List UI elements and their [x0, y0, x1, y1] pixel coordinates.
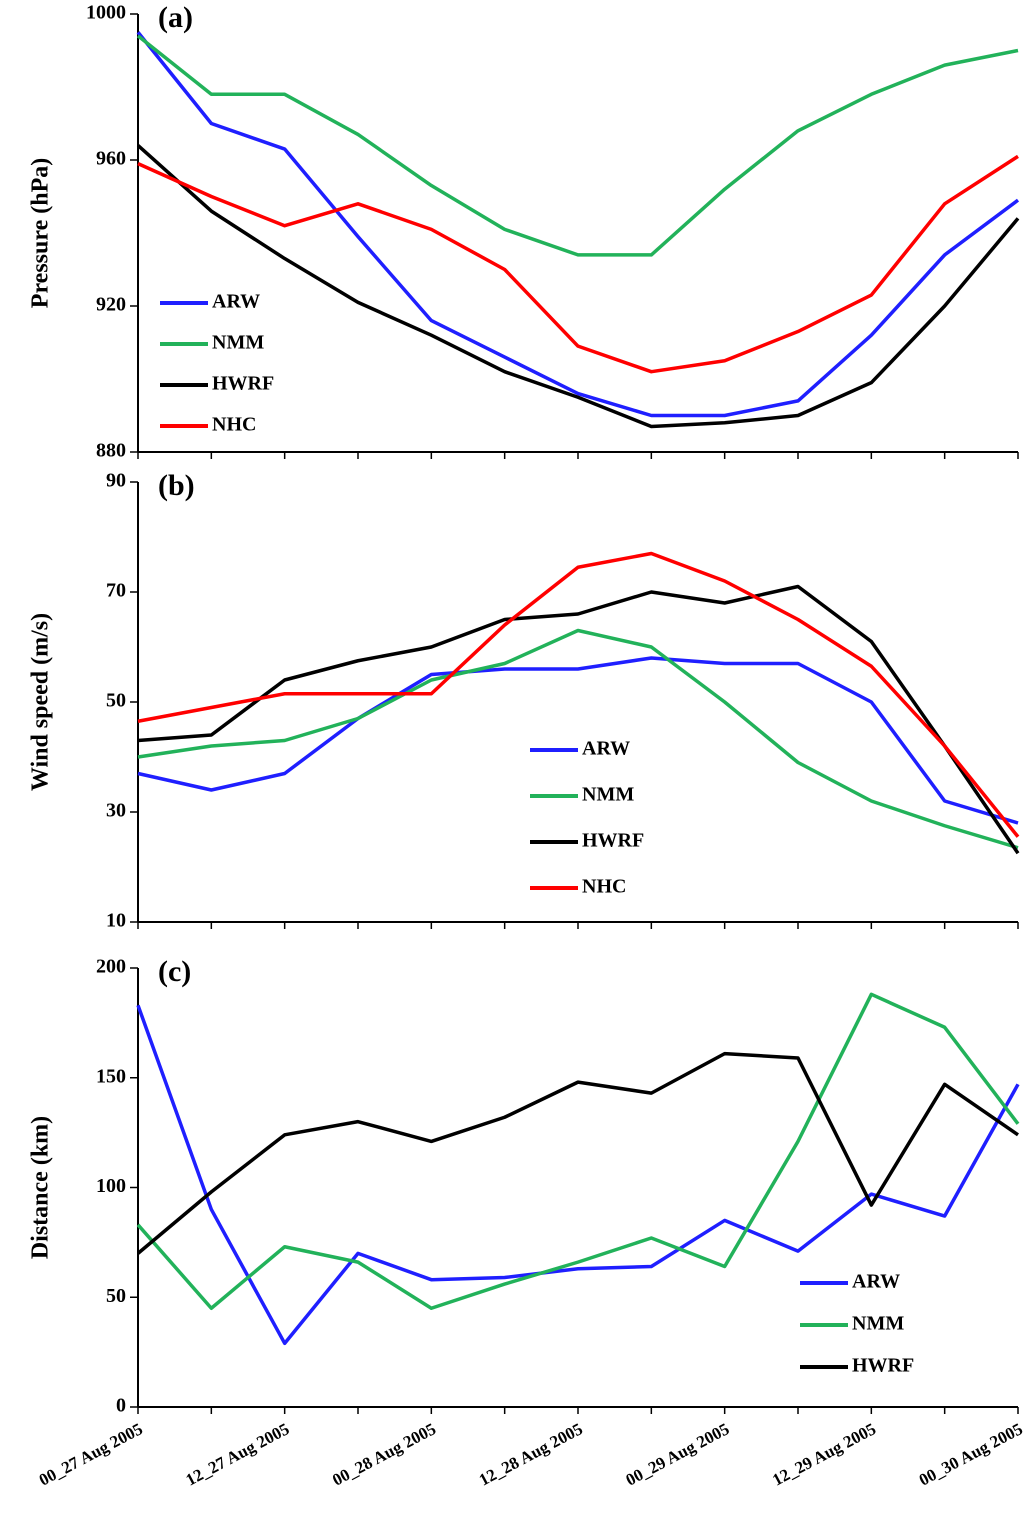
legend-label: HWRF [582, 830, 644, 852]
x-tick-label: 12_29 Aug 2005 [769, 1419, 879, 1489]
y-tick-label: 100 [96, 1175, 126, 1197]
legend-label: HWRF [212, 373, 274, 395]
x-tick-label: 12_28 Aug 2005 [476, 1419, 586, 1489]
panel-label: (b) [158, 469, 195, 502]
y-tick-label: 150 [96, 1065, 126, 1087]
y-axis-label: Pressure (hPa) [28, 158, 54, 308]
legend-label: HWRF [852, 1355, 914, 1377]
series-line [137, 154, 1019, 374]
x-tick-label: 00_30 Aug 2005 [916, 1419, 1024, 1489]
legend-label: ARW [212, 291, 260, 313]
legend-label: NMM [582, 784, 634, 806]
y-tick-label: 920 [96, 294, 126, 316]
series-line [137, 656, 1019, 825]
series-line [136, 1051, 1019, 1255]
panel-label: (a) [158, 1, 193, 34]
legend-label: ARW [582, 738, 630, 760]
legend-label: NHC [212, 414, 256, 436]
y-tick-label: 10 [106, 910, 126, 932]
x-tick-label: 12_27 Aug 2005 [183, 1419, 293, 1489]
legend-label: NMM [212, 332, 264, 354]
legend-label: NHC [582, 876, 626, 898]
series-line [137, 584, 1020, 855]
x-tick-label: 00_27 Aug 2005 [36, 1419, 146, 1489]
series-line [136, 144, 1020, 429]
legend-label: ARW [852, 1271, 900, 1293]
series-line [136, 34, 1019, 257]
series-line [136, 31, 1020, 418]
series-line [137, 628, 1019, 850]
legend-label: NMM [852, 1313, 904, 1335]
y-tick-label: 960 [96, 148, 126, 170]
y-tick-label: 30 [106, 800, 126, 822]
y-tick-label: 50 [106, 1285, 126, 1307]
y-tick-label: 50 [106, 690, 126, 712]
x-tick-label: 00_28 Aug 2005 [329, 1419, 439, 1489]
y-axis-label: Wind speed (m/s) [28, 613, 54, 791]
series-line [136, 992, 1020, 1310]
y-tick-label: 200 [96, 956, 126, 978]
y-tick-label: 880 [96, 440, 126, 462]
x-tick-label: 00_29 Aug 2005 [623, 1419, 733, 1489]
series-line [136, 1004, 1020, 1346]
y-tick-label: 1000 [86, 2, 126, 24]
y-tick-label: 90 [106, 470, 126, 492]
y-axis-label: Distance (km) [28, 1116, 54, 1259]
series-line [137, 551, 1020, 838]
y-tick-label: 70 [106, 580, 126, 602]
panel-label: (c) [158, 955, 191, 988]
y-tick-label: 0 [116, 1395, 126, 1417]
